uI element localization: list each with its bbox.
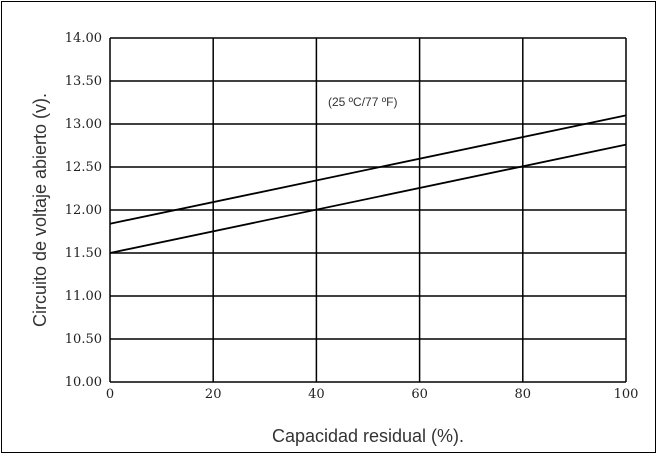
y-tick-label: 11.00 bbox=[65, 289, 102, 304]
y-tick-label: 10.50 bbox=[65, 332, 102, 347]
x-tick-label: 20 bbox=[205, 387, 222, 402]
y-tick-label: 10.00 bbox=[65, 375, 102, 390]
series-group bbox=[109, 114, 627, 254]
series-line-upper bbox=[109, 114, 627, 225]
y-tick-label: 12.50 bbox=[65, 160, 102, 175]
series-line-lower bbox=[109, 143, 627, 254]
y-tick-label: 14.00 bbox=[65, 31, 102, 46]
x-tick-labels: 0 20 40 60 80 100 bbox=[106, 387, 639, 402]
y-tick-label: 11.50 bbox=[65, 246, 102, 261]
y-tick-label: 13.50 bbox=[65, 74, 102, 89]
y-tick-labels: 10.00 10.50 11.00 11.50 12.00 12.50 13.00 13.50… bbox=[65, 31, 102, 390]
x-tick-label: 0 bbox=[106, 387, 114, 402]
x-tick-label: 40 bbox=[308, 387, 325, 402]
y-tick-label: 12.00 bbox=[65, 203, 102, 218]
grid bbox=[109, 37, 627, 383]
x-tick-label: 100 bbox=[614, 387, 639, 402]
x-tick-label: 60 bbox=[411, 387, 428, 402]
temperature-annotation: (25 ºC/77 ºF) bbox=[328, 95, 397, 109]
x-tick-label: 80 bbox=[515, 387, 532, 402]
x-axis-label: Capacidad residual (%). bbox=[272, 426, 464, 446]
y-axis-label: Circuito de voltaje abierto (v). bbox=[30, 93, 50, 327]
y-tick-label: 13.00 bbox=[65, 117, 102, 132]
